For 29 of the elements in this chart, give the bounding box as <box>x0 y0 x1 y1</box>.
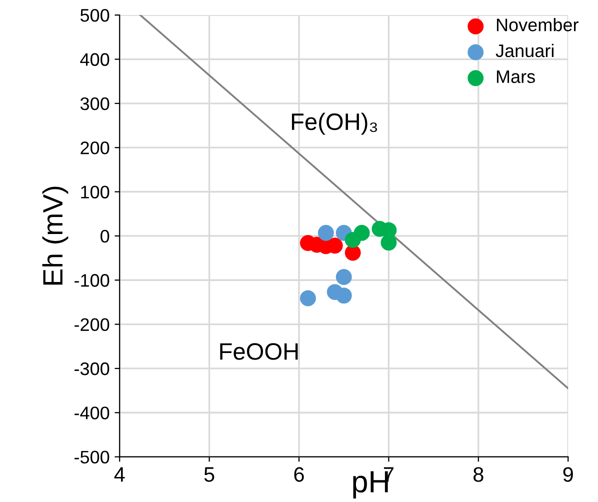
y-tick-label: 100 <box>81 186 110 198</box>
y-axis-title: Eh (mV) <box>42 186 68 285</box>
legend-label: November <box>496 18 578 32</box>
y-tick-label: -500 <box>74 450 110 464</box>
y-tick-label: 0 <box>100 230 110 243</box>
y-tick-label: 500 <box>80 8 110 22</box>
y-tick-label: 400 <box>80 53 110 66</box>
x-tick-label: 9 <box>563 467 573 482</box>
point <box>354 224 370 241</box>
legend-label: Januari <box>496 44 554 58</box>
x-tick-label: 4 <box>114 467 125 482</box>
x-tick-label: 6 <box>294 467 304 482</box>
point <box>300 290 316 306</box>
point <box>336 269 352 285</box>
y-tick-label: -200 <box>74 318 110 332</box>
annotation: FeOOH <box>220 343 298 360</box>
legend-label: Mars <box>496 70 535 84</box>
x-tick-label: 8 <box>474 467 484 482</box>
point <box>318 224 334 241</box>
x-tick-label: 5 <box>204 467 214 482</box>
annotation: Fe(OH)₃ <box>292 112 377 135</box>
point <box>336 288 352 304</box>
y-tick-label: -400 <box>74 406 110 420</box>
y-tick-label: -300 <box>74 362 110 376</box>
point <box>344 244 361 261</box>
y-tick-label: 200 <box>80 142 110 154</box>
y-tick-label: -100 <box>74 274 110 287</box>
point <box>380 234 397 251</box>
y-tick-label: 300 <box>80 97 110 110</box>
